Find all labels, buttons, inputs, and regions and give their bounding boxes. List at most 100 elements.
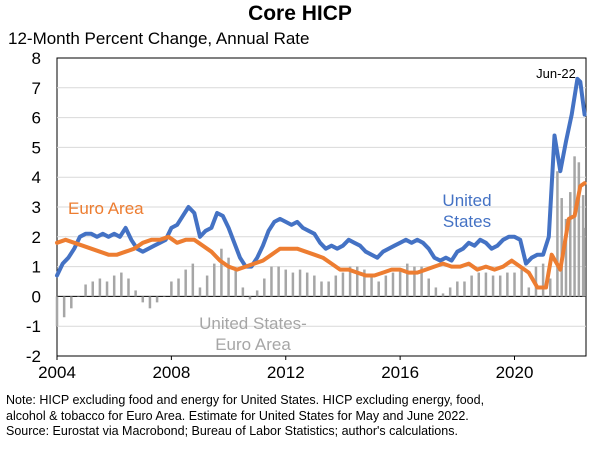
diff-bar (77, 296, 80, 297)
diff-bar (284, 269, 288, 297)
diff-bar (91, 281, 94, 297)
diff-bar (277, 266, 280, 297)
footnote: Note: HICP excluding food and energy for… (6, 393, 596, 440)
diff-bar (384, 275, 388, 297)
diff-bar (581, 195, 585, 297)
diff-bar (198, 287, 202, 297)
diff-bar (62, 296, 66, 318)
y-tick-label: 1 (32, 258, 41, 277)
annotation-label: United States (442, 191, 491, 231)
diff-bar (134, 290, 137, 297)
diff-bar (391, 272, 395, 297)
diff-bar (341, 272, 345, 297)
diff-bar (241, 287, 245, 297)
annotation-line: Euro Area (68, 199, 144, 218)
diff-bar (70, 296, 73, 309)
diff-bar (177, 278, 180, 297)
diff-bar (327, 281, 330, 297)
diff-bar (406, 263, 409, 297)
annotation-label: United States- Euro Area (199, 314, 307, 354)
diff-bar (298, 269, 302, 297)
annotation-line: States (443, 212, 491, 231)
diff-bar (491, 275, 495, 297)
diff-bar (334, 275, 338, 297)
diff-bar (141, 296, 145, 303)
diff-bar (291, 272, 295, 297)
footnote-line: alcohol & tobacco for Euro Area. Estimat… (6, 408, 469, 423)
diff-bar (55, 296, 59, 327)
diff-bar (513, 272, 516, 297)
footnote-line: Note: HICP excluding food and energy for… (6, 393, 485, 407)
y-tick-label: 3 (32, 198, 41, 217)
diff-bar (162, 296, 166, 297)
y-tick-label: 7 (32, 79, 41, 98)
annotation-label: Euro Area (68, 199, 144, 218)
diff-bar (541, 263, 545, 297)
diff-bar (148, 296, 152, 309)
diff-bar (484, 272, 488, 297)
diff-bar (370, 275, 373, 297)
diff-bar (270, 266, 273, 297)
diff-bar (413, 266, 416, 297)
diff-bar (577, 162, 581, 297)
x-tick-label: 2012 (267, 363, 305, 382)
annotation-line: Jun-22 (536, 66, 576, 81)
y-tick-label: 6 (32, 109, 41, 128)
y-tick-label: 4 (32, 168, 41, 187)
footnote-line: Source: Eurostat via Macrobond; Bureau o… (6, 424, 458, 438)
diff-bar (184, 269, 187, 297)
diff-bar (520, 269, 523, 297)
diff-bar (205, 275, 209, 297)
diff-bar (441, 293, 445, 297)
diff-bar (564, 218, 568, 297)
diff-bar (527, 287, 531, 297)
diff-bar (227, 257, 230, 297)
diff-bar (398, 269, 402, 297)
x-tick-label: 2004 (38, 363, 76, 382)
diff-bar (420, 266, 423, 297)
diff-bar (477, 272, 481, 297)
diff-bar (98, 278, 102, 297)
diff-bar (255, 290, 259, 297)
euro-area-line (55, 181, 587, 290)
diff-bar (470, 275, 473, 297)
y-tick-label: -2 (26, 347, 41, 366)
diff-bar (170, 281, 173, 297)
x-tick-label: 2008 (152, 363, 190, 382)
diff-bar (549, 278, 552, 297)
chart-subtitle: 12-Month Percent Change, Annual Rate (8, 29, 310, 48)
diff-bar (313, 275, 316, 297)
diff-bar (363, 269, 366, 297)
chart-title: Core HICP (248, 2, 352, 25)
diff-bar (377, 281, 380, 297)
annotation-line: United States- (199, 314, 307, 333)
diff-bar (560, 198, 563, 297)
diff-bar (506, 272, 509, 297)
diff-bar (263, 278, 266, 297)
x-tick-label: 2016 (381, 363, 419, 382)
united-states-line (55, 76, 587, 278)
diff-bar (498, 275, 502, 297)
y-tick-label: 5 (32, 138, 41, 157)
diff-bar (448, 287, 452, 297)
diff-bar (155, 296, 159, 303)
diff-bar (191, 263, 195, 297)
annotation-line: Euro Area (215, 335, 291, 354)
diff-bar (234, 269, 237, 297)
diff-bar (348, 266, 352, 297)
diff-bar (583, 227, 586, 297)
y-tick-label: -1 (26, 317, 41, 336)
diff-bar (112, 275, 116, 297)
diff-bar (220, 248, 223, 297)
y-tick-label: 0 (32, 287, 41, 306)
diff-bar (463, 281, 466, 297)
diff-bar (127, 278, 130, 297)
annotation-line: United (442, 191, 491, 210)
diff-bar (556, 171, 559, 297)
x-tick-label: 2020 (496, 363, 534, 382)
diff-bar (213, 263, 216, 297)
diff-bar (456, 281, 459, 297)
diff-bar (427, 278, 430, 297)
diff-bar (105, 281, 109, 297)
